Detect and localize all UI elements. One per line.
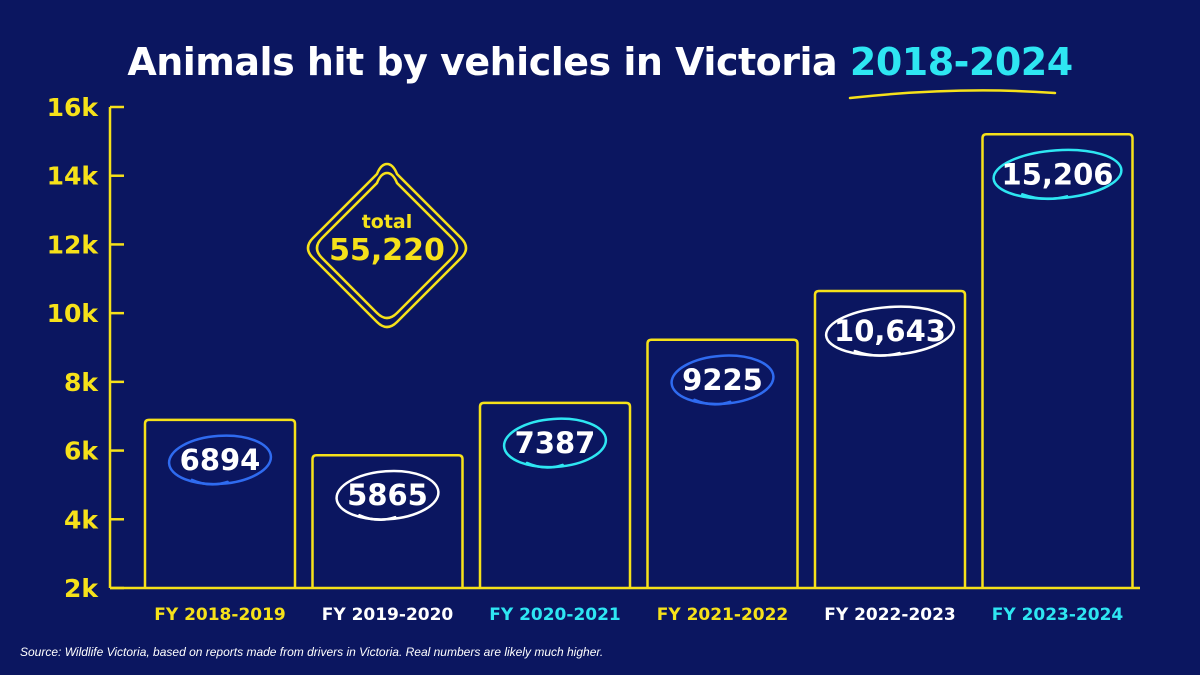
y-tick-label: 12k [47,230,100,259]
source-note: Source: Wildlife Victoria, based on repo… [20,645,604,659]
value-label: 5865 [347,478,428,512]
badge-label: total [362,211,413,233]
category-label: FY 2021-2022 [657,605,789,625]
y-tick-label: 14k [47,162,100,191]
bar [981,133,1134,588]
y-tick-label: 8k [64,368,99,397]
title-main: Animals hit by vehicles in Victoria [127,40,838,84]
bar [478,401,632,588]
bar [143,418,297,588]
y-tick-label: 2k [64,574,99,603]
value-circle-tail [525,461,564,469]
category-label: FY 2020-2021 [489,605,621,625]
badge-inner-border [315,171,459,320]
value-circle-tail [693,398,732,406]
value-label: 10,643 [834,314,946,348]
value-label: 6894 [180,443,261,477]
bar [311,453,464,588]
y-tick-label: 10k [47,299,100,328]
title-underline [848,89,1057,100]
badge-outer-border [306,162,468,329]
title-highlight: 2018-2024 [849,40,1073,84]
bar [813,289,967,588]
badge-value: 55,220 [329,233,445,268]
chart-title: Animals hit by vehicles in Victoria 2018… [0,40,1200,84]
value-label: 15,206 [1002,157,1114,191]
category-label: FY 2023-2024 [992,605,1124,625]
y-axis: 2k 4k 6k 8k 10k 12k 14k 16k [47,93,1140,603]
y-tick-label: 6k [64,437,99,466]
bars: 6894 FY 2018-2019 5865 FY 2019-2020 7387 FY 2… [143,133,1134,625]
value-circle-tail [358,513,397,521]
value-circle-tail [190,478,229,486]
y-tick-label: 16k [47,93,100,122]
y-tick-label: 4k [64,505,99,534]
value-label: 7387 [515,426,596,460]
category-label: FY 2019-2020 [322,605,454,625]
value-label: 9225 [682,363,763,397]
bar [646,338,799,588]
value-circle-tail [1021,193,1069,201]
category-label: FY 2022-2023 [824,605,956,625]
value-circle-tail [853,349,901,357]
category-label: FY 2018-2019 [154,605,286,625]
